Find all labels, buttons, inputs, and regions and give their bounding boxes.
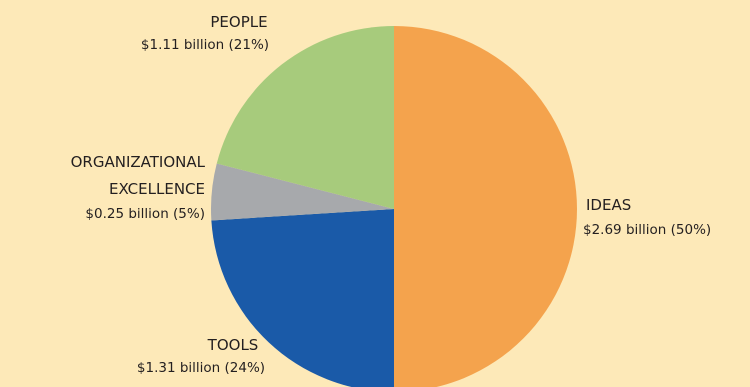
tools-label-group: TOOLS $1.31 billion (24%): [137, 336, 265, 376]
tools-name: TOOLS: [207, 336, 259, 354]
tools-value-label: $1.31 billion (24%): [137, 360, 265, 376]
org-excellence-label-group: ORGANIZATIONAL EXCELLENCE $0.25 billion …: [71, 153, 206, 222]
people-value-label: $1.11 billion (21%): [141, 37, 269, 53]
pie-slices: [210, 26, 577, 387]
ideas-value-label: $2.69 billion (50%): [583, 222, 711, 238]
org-excellence-name-line2: EXCELLENCE: [109, 180, 205, 198]
pie-slice-ideas: [394, 26, 577, 387]
org-excellence-name-line1: ORGANIZATIONAL: [71, 153, 206, 171]
ideas-label-group: IDEAS $2.69 billion (50%): [583, 196, 711, 238]
pie-slice-organizational-excellence: [210, 163, 394, 221]
people-label-group: PEOPLE $1.11 billion (21%): [141, 13, 269, 53]
pie-slice-people: [216, 26, 394, 209]
org-excellence-value-label: $0.25 billion (5%): [85, 206, 205, 222]
pie-slice-tools: [211, 209, 394, 387]
ideas-name: IDEAS: [586, 196, 631, 214]
people-name: PEOPLE: [210, 13, 267, 31]
